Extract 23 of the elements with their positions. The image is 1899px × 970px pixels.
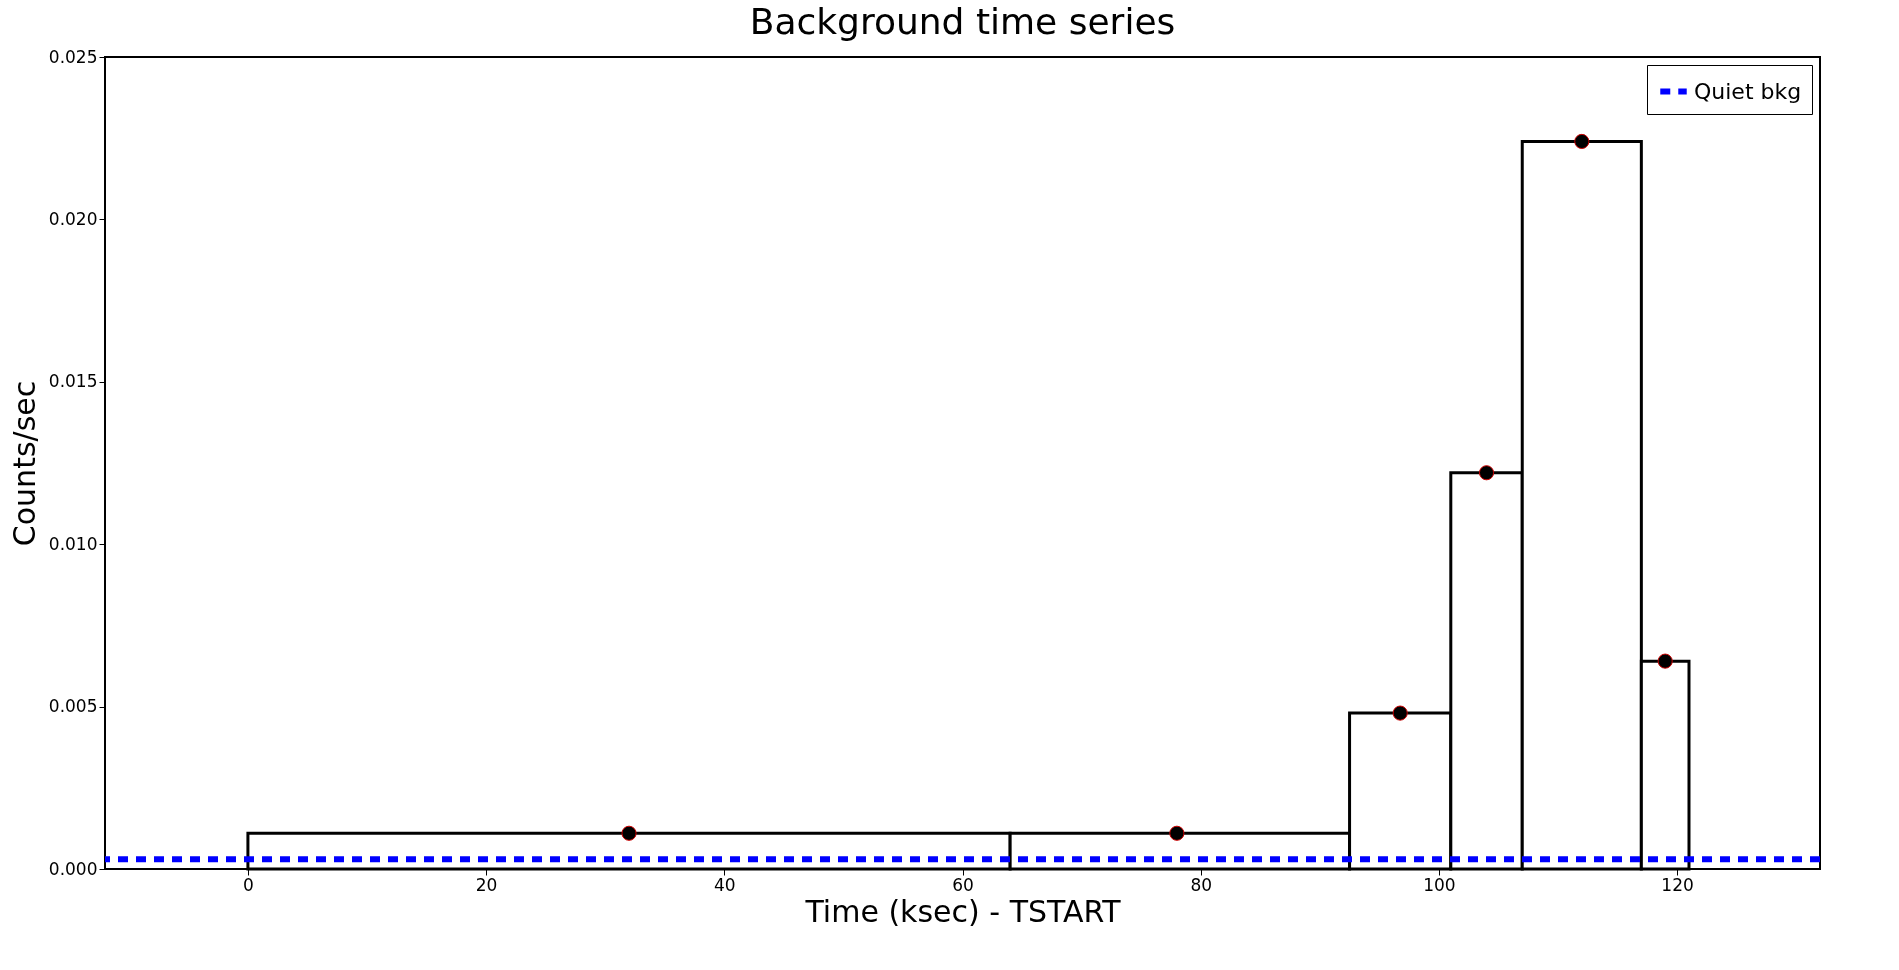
x-axis-title: Time (ksec) - TSTART (804, 893, 1122, 929)
y-tick-label: 0.000 (48, 858, 98, 879)
chart-title: Background time series (749, 1, 1176, 42)
y-tick-label: 0.015 (48, 371, 98, 392)
x-tick-label: 120 (1661, 874, 1694, 895)
x-tick-label: 80 (1190, 874, 1213, 895)
x-tick-label: 20 (475, 874, 498, 895)
y-tick-label: 0.020 (48, 208, 98, 229)
point (621, 825, 637, 841)
y-tick-label: 0.010 (48, 533, 98, 554)
x-tick-label: 40 (713, 874, 736, 895)
legend-label: Quiet bkg (1694, 78, 1802, 104)
point (1478, 465, 1495, 481)
y-axis-title: Counts/sec (6, 380, 42, 547)
x-tick-label: 60 (952, 874, 974, 895)
point (1392, 705, 1408, 721)
y-tick-label: 0.005 (48, 696, 98, 717)
point (1657, 653, 1673, 669)
point (1169, 825, 1185, 841)
y-tick-label: 0.025 (48, 46, 98, 67)
x-tick-label: 0 (243, 874, 254, 895)
point (1574, 133, 1590, 150)
x-tick-label: 100 (1423, 874, 1456, 895)
